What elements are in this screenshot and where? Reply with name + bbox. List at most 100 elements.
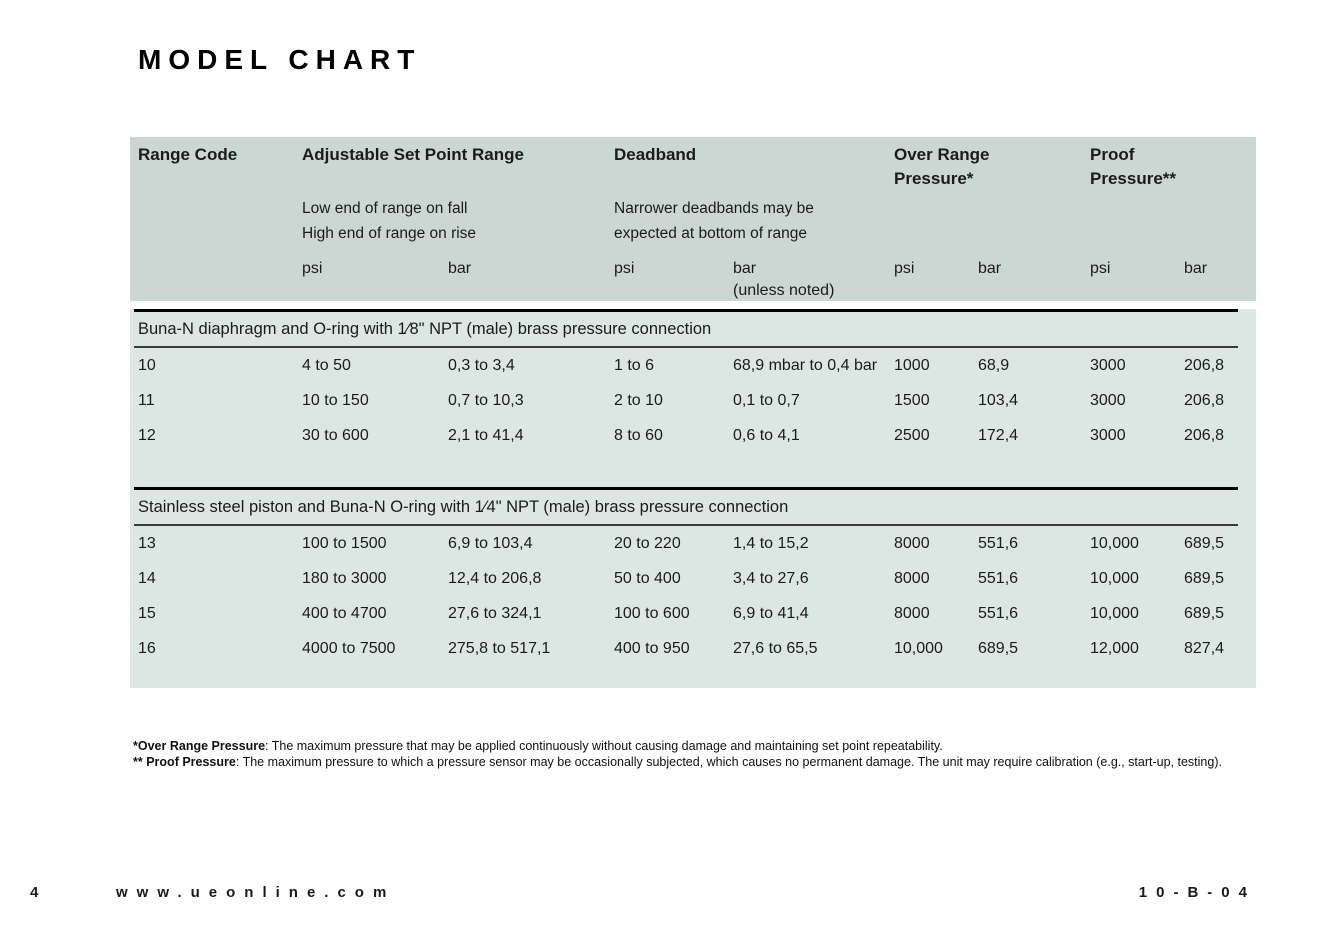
cell-or-psi: 10,000 <box>894 639 943 657</box>
cell-range-code: 11 <box>138 391 155 409</box>
section-title-buna-n: Buna-N diaphragm and O-ring with 1⁄8" NP… <box>138 320 712 338</box>
cell-db-psi: 20 to 220 <box>614 534 681 552</box>
cell-range-code: 15 <box>138 604 156 622</box>
page-title: MODEL CHART <box>138 44 422 75</box>
table-row: 13 100 to 1500 6,9 to 103,4 20 to 220 1,… <box>130 526 1256 561</box>
cell-range-code: 12 <box>138 426 156 444</box>
cell-db-bar: 6,9 to 41,4 <box>733 604 809 622</box>
cell-or-psi: 1000 <box>894 356 930 374</box>
deadband-note: Narrower deadbands may be expected at bo… <box>614 200 814 242</box>
cell-set-bar: 0,3 to 3,4 <box>448 356 515 374</box>
cell-or-bar: 689,5 <box>978 639 1019 657</box>
cell-or-psi: 8000 <box>894 534 930 552</box>
cell-db-psi: 400 to 950 <box>614 639 690 657</box>
cell-pp-bar: 689,5 <box>1184 569 1225 587</box>
footnotes: *Over Range Pressure: The maximum pressu… <box>133 738 1253 770</box>
cell-range-code: 14 <box>138 569 156 587</box>
cell-or-psi: 1500 <box>894 391 930 409</box>
cell-or-bar: 172,4 <box>978 426 1019 444</box>
cell-pp-psi: 12,000 <box>1090 639 1139 657</box>
cell-or-bar: 103,4 <box>978 391 1019 409</box>
unit-db-bar: bar (unless noted) <box>733 258 894 302</box>
table-row: 10 4 to 50 0,3 to 3,4 1 to 6 68,9 mbar t… <box>130 348 1256 383</box>
unit-set-psi: psi <box>302 260 323 277</box>
cell-set-bar: 0,7 to 10,3 <box>448 391 524 409</box>
cell-or-bar: 551,6 <box>978 534 1019 552</box>
unit-set-bar: bar <box>448 260 472 277</box>
section-divider <box>134 487 1238 490</box>
cell-set-psi: 180 to 3000 <box>302 569 387 587</box>
cell-range-code: 16 <box>138 639 156 657</box>
cell-db-bar: 68,9 mbar to 0,4 bar <box>733 356 878 374</box>
table-body: Buna-N diaphragm and O-ring with 1⁄8" NP… <box>130 309 1256 688</box>
column-header-over-range: Over Range Pressure* <box>894 145 990 188</box>
section-title-stainless: Stainless steel piston and Buna-N O-ring… <box>138 498 789 516</box>
cell-pp-psi: 3000 <box>1090 426 1126 444</box>
table-header: Range Code Adjustable Set Point Range De… <box>130 137 1256 301</box>
units-row: psi bar psi bar (unless noted) psi bar p… <box>130 258 1256 302</box>
section-divider <box>134 309 1238 312</box>
column-header-range-code: Range Code <box>138 145 238 164</box>
cell-pp-psi: 3000 <box>1090 391 1126 409</box>
cell-db-psi: 100 to 600 <box>614 604 690 622</box>
section-underline <box>134 524 1238 526</box>
cell-db-bar: 27,6 to 65,5 <box>733 639 818 657</box>
cell-or-bar: 551,6 <box>978 604 1019 622</box>
cell-db-psi: 2 to 10 <box>614 391 663 409</box>
cell-pp-bar: 206,8 <box>1184 356 1225 374</box>
cell-or-bar: 551,6 <box>978 569 1019 587</box>
unit-db-bar-note: (unless noted) <box>733 282 835 299</box>
cell-pp-bar: 827,4 <box>1184 639 1225 657</box>
cell-db-psi: 50 to 400 <box>614 569 681 587</box>
cell-db-bar: 0,1 to 0,7 <box>733 391 800 409</box>
cell-db-bar: 1,4 to 15,2 <box>733 534 809 552</box>
cell-set-psi: 30 to 600 <box>302 426 369 444</box>
unit-or-bar: bar <box>978 260 1002 277</box>
cell-or-psi: 8000 <box>894 569 930 587</box>
cell-db-bar: 3,4 to 27,6 <box>733 569 809 587</box>
cell-set-bar: 27,6 to 324,1 <box>448 604 542 622</box>
doc-code: 10-B-04 <box>1138 884 1256 901</box>
column-header-proof: Proof Pressure** <box>1090 145 1177 188</box>
column-header-deadband: Deadband <box>614 145 697 164</box>
table-row: 12 30 to 600 2,1 to 41,4 8 to 60 0,6 to … <box>130 418 1256 453</box>
cell-set-psi: 4000 to 7500 <box>302 639 396 657</box>
cell-pp-psi: 10,000 <box>1090 569 1139 587</box>
cell-pp-bar: 689,5 <box>1184 534 1225 552</box>
cell-pp-bar: 206,8 <box>1184 426 1225 444</box>
table-row: 16 4000 to 7500 275,8 to 517,1 400 to 95… <box>130 631 1256 666</box>
footnote-proof: ** Proof Pressure: The maximum pressure … <box>133 755 1222 769</box>
cell-pp-psi: 10,000 <box>1090 604 1139 622</box>
cell-set-bar: 2,1 to 41,4 <box>448 426 524 444</box>
unit-or-psi: psi <box>894 260 915 277</box>
cell-set-psi: 400 to 4700 <box>302 604 387 622</box>
cell-pp-psi: 10,000 <box>1090 534 1139 552</box>
cell-set-psi: 4 to 50 <box>302 356 351 374</box>
set-point-note: Low end of range on fall High end of ran… <box>302 200 477 242</box>
cell-or-psi: 2500 <box>894 426 930 444</box>
page-number: 4 <box>30 884 41 901</box>
cell-set-bar: 6,9 to 103,4 <box>448 534 533 552</box>
cell-range-code: 13 <box>138 534 156 552</box>
cell-or-bar: 68,9 <box>978 356 1010 374</box>
cell-set-bar: 12,4 to 206,8 <box>448 569 542 587</box>
cell-pp-psi: 3000 <box>1090 356 1126 374</box>
unit-pp-bar: bar <box>1184 260 1208 277</box>
table-row: 11 10 to 150 0,7 to 10,3 2 to 10 0,1 to … <box>130 383 1256 418</box>
cell-range-code: 10 <box>138 356 156 374</box>
footnote-over-range: *Over Range Pressure: The maximum pressu… <box>133 739 943 753</box>
cell-set-psi: 10 to 150 <box>302 391 369 409</box>
table-row: 15 400 to 4700 27,6 to 324,1 100 to 600 … <box>130 596 1256 631</box>
table-row: 14 180 to 3000 12,4 to 206,8 50 to 400 3… <box>130 561 1256 596</box>
cell-pp-bar: 206,8 <box>1184 391 1225 409</box>
cell-pp-bar: 689,5 <box>1184 604 1225 622</box>
column-header-set-point: Adjustable Set Point Range <box>302 145 524 164</box>
section-underline <box>134 346 1238 348</box>
unit-pp-psi: psi <box>1090 260 1111 277</box>
cell-db-bar: 0,6 to 4,1 <box>733 426 800 444</box>
cell-db-psi: 8 to 60 <box>614 426 663 444</box>
cell-or-psi: 8000 <box>894 604 930 622</box>
cell-set-psi: 100 to 1500 <box>302 534 387 552</box>
model-chart-table: Range Code Adjustable Set Point Range De… <box>130 137 1256 688</box>
